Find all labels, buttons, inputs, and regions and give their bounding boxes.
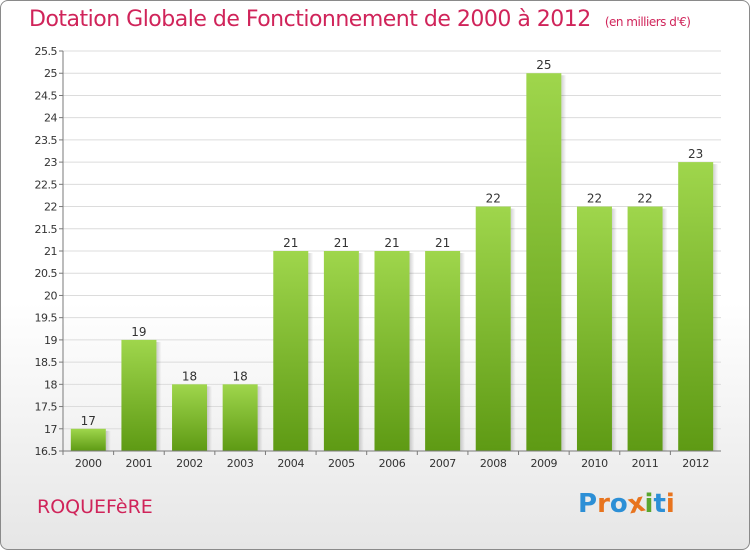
y-tick-label: 23.5	[35, 134, 58, 147]
x-tick-label: 2003	[227, 457, 254, 470]
y-tick-label: 17.5	[35, 401, 58, 414]
bar-shadow	[207, 386, 213, 451]
data-label: 21	[283, 236, 298, 250]
y-tick-label: 20.5	[35, 267, 58, 280]
y-tick-label: 18	[44, 378, 57, 391]
chart-subtitle: (en milliers d'€)	[604, 15, 691, 29]
chart-title-text: Dotation Globale de Fonctionnement de 20…	[29, 7, 591, 32]
y-tick-label: 21	[44, 245, 57, 258]
data-label: 22	[587, 192, 602, 206]
y-tick-label: 24	[44, 112, 57, 125]
bar-shadow	[561, 75, 567, 451]
y-tick-label: 20	[44, 289, 57, 302]
x-tick-label: 2002	[176, 457, 203, 470]
bar-shadow	[510, 208, 516, 451]
data-label: 17	[81, 414, 96, 428]
data-label: 25	[536, 58, 551, 72]
x-tick-label: 2009	[530, 457, 557, 470]
y-tick-label: 25.5	[35, 45, 58, 58]
x-tick-label: 2001	[126, 457, 153, 470]
bar-shadow	[308, 253, 314, 451]
data-label: 18	[233, 369, 248, 383]
y-tick-label: 22.5	[35, 178, 58, 191]
bar	[627, 206, 663, 451]
bar-shadow	[611, 208, 617, 451]
x-tick-label: 2012	[682, 457, 709, 470]
data-label: 21	[435, 236, 450, 250]
x-tick-label: 2000	[75, 457, 102, 470]
x-tick-label: 2007	[429, 457, 456, 470]
bars	[70, 73, 719, 451]
bar	[323, 251, 359, 451]
bar	[425, 251, 461, 451]
data-label: 23	[688, 147, 703, 161]
proxiti-logo[interactable]: Proxiti	[578, 488, 675, 521]
y-tick-label: 24.5	[35, 89, 58, 102]
logo-letter: P	[578, 489, 598, 519]
bar-shadow	[713, 164, 719, 451]
x-tick-label: 2006	[379, 457, 406, 470]
bar-shadow	[156, 341, 162, 451]
data-label: 18	[182, 369, 197, 383]
data-label: 21	[334, 236, 349, 250]
x-tick-label: 2004	[277, 457, 304, 470]
data-label: 19	[131, 325, 146, 339]
x-axis-ticks: 2000 2001 2002 2003 2004 2005 2006 2007 2008 2009…	[62, 451, 709, 470]
bar	[475, 206, 511, 451]
logo-letter: i	[665, 489, 675, 519]
bar	[678, 162, 714, 451]
bar-shadow	[358, 253, 364, 451]
data-label: 22	[486, 192, 501, 206]
y-tick-label: 23	[44, 156, 57, 169]
y-tick-label: 18.5	[35, 356, 58, 369]
y-tick-label: 16.5	[35, 445, 58, 458]
x-tick-label: 2010	[581, 457, 608, 470]
x-tick-label: 2011	[632, 457, 659, 470]
y-tick-label: 19	[44, 334, 57, 347]
bar-shadow	[105, 430, 111, 451]
y-axis-ticks: 16.5 17 17.5 18 18.5 19 19.5 20 20.5 21 21.5 22 22.5…	[35, 45, 63, 458]
axes	[62, 51, 721, 452]
bar-shadow	[409, 253, 415, 451]
bar	[222, 384, 258, 451]
bar-shadow	[460, 253, 466, 451]
bar	[526, 73, 562, 451]
x-tick-label: 2008	[480, 457, 507, 470]
bar	[121, 339, 157, 451]
bar	[172, 384, 208, 451]
bar	[273, 251, 309, 451]
y-tick-label: 22	[44, 201, 57, 214]
data-labels: 17 19 18 18 21 21 21 21 22 25 22 22 23	[81, 58, 704, 428]
logo-letter: t	[653, 489, 666, 519]
chart-title: Dotation Globale de Fonctionnement de 20…	[29, 7, 691, 32]
bar	[374, 251, 410, 451]
bar-shadow	[257, 386, 263, 451]
y-tick-label: 19.5	[35, 312, 58, 325]
data-label: 21	[384, 236, 399, 250]
logo-letter: r	[597, 489, 610, 519]
x-tick-label: 2005	[328, 457, 355, 470]
commune-name: ROQUEFèRE	[37, 496, 153, 518]
bar	[70, 428, 106, 451]
logo-letter: i	[644, 489, 654, 519]
y-tick-label: 25	[44, 67, 57, 80]
y-tick-label: 21.5	[35, 223, 58, 236]
data-label: 22	[637, 192, 652, 206]
bar-shadow	[662, 208, 668, 451]
logo-letter: o	[609, 489, 628, 519]
bar	[576, 206, 612, 451]
y-tick-label: 17	[44, 423, 57, 436]
